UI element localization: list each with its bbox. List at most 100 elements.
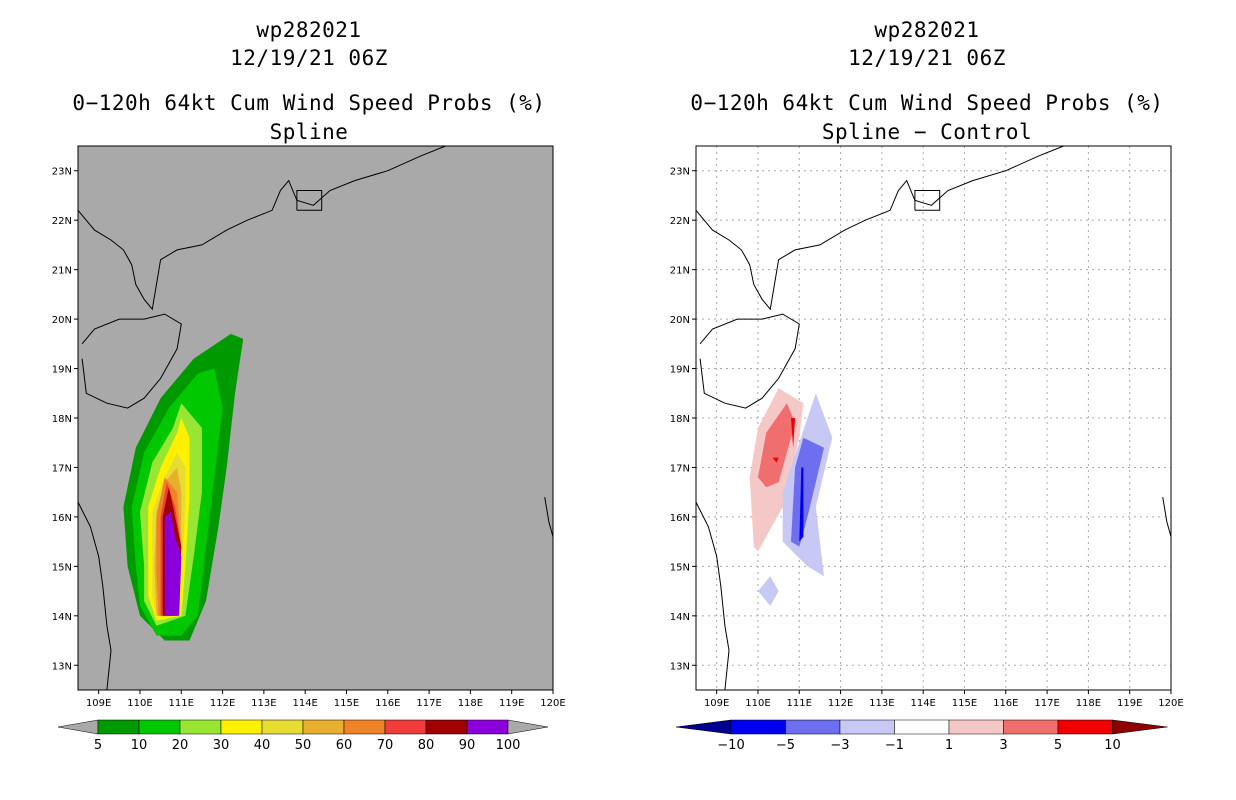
- colorbar-label: 40: [254, 738, 271, 753]
- coastline: [77, 501, 112, 691]
- product-title: 0−120h 64kt Cum Wind Speed Probs (%): [72, 91, 546, 115]
- x-tick-label: 114E: [292, 698, 317, 709]
- product-title: 0−120h 64kt Cum Wind Speed Probs (%): [690, 91, 1164, 115]
- coastline: [914, 190, 941, 211]
- coastline: [81, 313, 182, 409]
- colorbar-label: 5: [94, 738, 102, 753]
- difference-map: 109E 110E 111E 112E 113E 114E 115E 116E 117E 118E…: [670, 145, 1184, 753]
- y-tick-label: 20N: [52, 315, 72, 326]
- probability-map: 109E 110E 111E 112E 113E 114E 115E 116E 117E 118E…: [52, 145, 566, 753]
- y-tick-label: 23N: [670, 167, 690, 178]
- colorbar-swatch: [894, 719, 950, 735]
- colorbar-label: 70: [377, 738, 394, 753]
- contour-level-5: [791, 418, 796, 448]
- contour-level-neg3: [791, 437, 824, 547]
- colorbar-label: 80: [418, 738, 435, 753]
- contour-level-3: [758, 403, 796, 488]
- colorbar-swatch: [425, 719, 468, 735]
- x-tick-label: 119E: [1117, 698, 1142, 709]
- colorbar-swatch: [1003, 719, 1059, 735]
- colorbar-label: 3: [999, 738, 1007, 753]
- x-tick-label: 117E: [416, 698, 441, 709]
- x-tick-label: 118E: [1076, 698, 1101, 709]
- y-tick-label: 14N: [670, 612, 690, 623]
- colorbar-label: −1: [885, 738, 904, 753]
- y-tick-label: 20N: [670, 315, 690, 326]
- y-tick-label: 13N: [52, 661, 72, 672]
- colorbar-label: 60: [336, 738, 353, 753]
- x-tick-label: 120E: [1158, 698, 1183, 709]
- colorbar-arrow-low: [57, 719, 99, 735]
- colorbar-swatch: [97, 719, 140, 735]
- contour-level-neg1: [758, 576, 779, 606]
- method-title: Spline − Control: [821, 120, 1033, 144]
- colorbar-arrow-high: [507, 719, 549, 735]
- coastline: [77, 145, 446, 311]
- right-panel: wp282021 12/19/21 06Z 0−120h 64kt Cum Wi…: [618, 0, 1236, 800]
- y-tick-label: 15N: [670, 562, 690, 573]
- x-tick-label: 117E: [1034, 698, 1059, 709]
- colorbar-swatch: [220, 719, 263, 735]
- y-tick-label: 16N: [52, 513, 72, 524]
- colorbar-swatch: [839, 719, 895, 735]
- colorbar-label: 30: [213, 738, 230, 753]
- x-tick-label: 118E: [458, 698, 483, 709]
- x-tick-label: 111E: [169, 698, 194, 709]
- colorbar-label: −10: [717, 738, 744, 753]
- coastline: [296, 190, 323, 211]
- colorbar-swatch: [302, 719, 345, 735]
- y-tick-label: 18N: [670, 414, 690, 425]
- x-tick-label: 113E: [251, 698, 276, 709]
- y-tick-label: 22N: [670, 216, 690, 227]
- left-panel: wp282021 12/19/21 06Z 0−120h 64kt Cum Wi…: [52, 18, 566, 753]
- x-tick-label: 110E: [127, 698, 152, 709]
- y-tick-label: 23N: [52, 167, 72, 178]
- x-tick-label: 113E: [869, 698, 894, 709]
- x-tick-label: 115E: [334, 698, 359, 709]
- colorbar-label: −5: [776, 738, 795, 753]
- coastline: [695, 145, 1064, 311]
- y-tick-label: 17N: [670, 463, 690, 474]
- colorbar-swatch: [343, 719, 386, 735]
- colorbar-swatch: [466, 719, 509, 735]
- method-title: Spline: [269, 120, 349, 144]
- colorbar-label: 5: [1054, 738, 1062, 753]
- x-tick-label: 110E: [745, 698, 770, 709]
- storm-id-title: wp282021: [874, 18, 980, 42]
- y-tick-label: 17N: [52, 463, 72, 474]
- colorbar-swatch: [1057, 719, 1113, 735]
- x-tick-label: 112E: [210, 698, 235, 709]
- x-tick-label: 109E: [704, 698, 729, 709]
- colorbar-swatch: [261, 719, 304, 735]
- colorbar-label: 10: [1104, 738, 1121, 753]
- x-tick-label: 116E: [375, 698, 400, 709]
- coastline: [699, 313, 800, 409]
- colorbar-arrow-low: [675, 719, 732, 735]
- colorbar-label: −3: [830, 738, 849, 753]
- y-tick-label: 14N: [52, 612, 72, 623]
- colorbar-swatch: [138, 719, 181, 735]
- x-tick-label: 109E: [86, 698, 111, 709]
- colorbar-swatch: [730, 719, 786, 735]
- x-tick-label: 114E: [910, 698, 935, 709]
- x-tick-label: 111E: [787, 698, 812, 709]
- x-tick-label: 115E: [952, 698, 977, 709]
- colorbar-swatch: [948, 719, 1004, 735]
- contour-level-neg5: [799, 467, 804, 542]
- storm-id-title: wp282021: [256, 18, 362, 42]
- colorbar-label: 100: [496, 738, 521, 753]
- x-tick-label: 112E: [828, 698, 853, 709]
- y-tick-label: 21N: [52, 266, 72, 277]
- y-tick-label: 16N: [670, 513, 690, 524]
- y-tick-label: 19N: [52, 365, 72, 376]
- coastline: [695, 501, 730, 691]
- y-tick-label: 19N: [670, 365, 690, 376]
- colorbar-label: 10: [131, 738, 148, 753]
- y-tick-label: 21N: [670, 266, 690, 277]
- x-tick-label: 120E: [540, 698, 565, 709]
- contour-level-5: [772, 457, 779, 468]
- colorbar-swatch: [179, 719, 222, 735]
- colorbar-label: 90: [459, 738, 476, 753]
- datetime-title: 12/19/21 06Z: [230, 46, 388, 70]
- y-tick-label: 22N: [52, 216, 72, 227]
